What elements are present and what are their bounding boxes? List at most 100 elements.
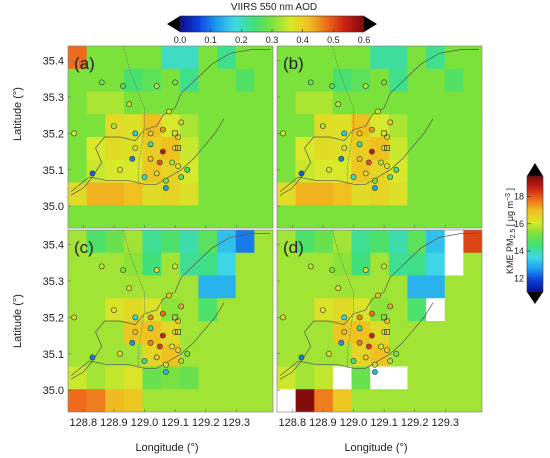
- pm-colorbar-title-subscript: 2.5: [510, 229, 517, 239]
- grid-cell: [463, 91, 482, 115]
- station-square-marker: [172, 130, 178, 137]
- station-marker: [172, 79, 178, 86]
- station-marker: [129, 339, 136, 346]
- grid-cell: [105, 182, 125, 206]
- grid-cell: [179, 205, 199, 228]
- pm-colorbar-high-arrow: [527, 163, 543, 176]
- grid-cell: [277, 252, 297, 276]
- coastline-south: [279, 302, 434, 376]
- station-marker: [175, 318, 181, 324]
- station-marker: [162, 369, 169, 375]
- station-marker: [147, 339, 154, 346]
- grid-cell: [407, 252, 427, 276]
- station-marker: [341, 328, 348, 335]
- grid-cell: [332, 182, 352, 206]
- grid-cell: [161, 46, 181, 70]
- grid-cell: [254, 68, 273, 92]
- axes: Latitude (°) Latitude (°) Longitude (°) …: [12, 87, 408, 454]
- panel-label: (d): [283, 238, 304, 257]
- grid-cell: [332, 343, 352, 367]
- pm-colorbar-tick-label: 18: [514, 191, 524, 201]
- grid-cell: [179, 114, 199, 138]
- aod-colorbar-tick-label: 0.3: [266, 35, 279, 45]
- grid-cell: [254, 91, 273, 115]
- grid-cell: [388, 68, 408, 92]
- map-panel-c: (c) 128.8 128.9 129.0 129.1 129.2 129.3 35.4 35.…: [43, 229, 274, 429]
- grid-cell: [86, 366, 106, 390]
- grid-cell: [388, 230, 408, 254]
- grid-cell: [351, 321, 371, 345]
- station-marker: [71, 130, 77, 137]
- grid-cell: [105, 205, 125, 228]
- grid-cell: [444, 343, 464, 367]
- map-grid: [277, 230, 482, 412]
- grid-cell: [235, 68, 255, 92]
- grid-cell: [407, 91, 427, 115]
- grid-cell: [254, 205, 273, 228]
- station-marker: [98, 263, 105, 270]
- grid-cell: [161, 275, 181, 299]
- grid-cell: [314, 366, 334, 390]
- grid-cell: [179, 68, 199, 92]
- station-marker: [326, 166, 332, 173]
- grid-cell: [351, 275, 371, 299]
- grid-cell: [86, 205, 106, 228]
- station-marker: [356, 155, 363, 162]
- grid-cell: [217, 91, 237, 115]
- grid-cell: [161, 68, 181, 92]
- grid-cell: [254, 137, 273, 161]
- grid-cell: [463, 298, 482, 322]
- grid-cell: [68, 275, 88, 299]
- grid-cell: [235, 389, 255, 412]
- station-marker: [111, 123, 117, 129]
- station-marker: [384, 347, 390, 353]
- grid-cell: [314, 343, 334, 367]
- aod-colorbar-tick-label: 0.5: [327, 35, 340, 45]
- grid-cell: [314, 182, 334, 206]
- grid-cell: [235, 182, 255, 206]
- pm-colorbar-title-unit: [ μg m: [505, 201, 515, 229]
- grid-cell: [105, 68, 125, 92]
- grid-cell: [142, 298, 162, 322]
- grid-cell: [198, 182, 218, 206]
- grid-cell: [179, 275, 199, 299]
- station-marker: [132, 144, 139, 151]
- grid-cell: [217, 114, 237, 138]
- y-tick-label: 35.0: [43, 385, 64, 397]
- station-marker: [153, 170, 160, 177]
- x-tick-label: 128.9: [100, 417, 128, 429]
- y-tick-label: 35.3: [43, 92, 64, 104]
- grid-cell: [254, 275, 273, 299]
- grid-cell: [463, 389, 482, 412]
- grid-cell: [295, 252, 315, 276]
- y-tick-label: 35.1: [43, 349, 64, 361]
- grid-cell: [370, 230, 390, 254]
- grid-cell: [105, 91, 125, 115]
- station-marker: [338, 339, 345, 346]
- grid-cell: [314, 389, 334, 412]
- grid-cell: [198, 230, 218, 254]
- coastline: [279, 233, 479, 380]
- x-tick-label: 129.2: [401, 417, 429, 429]
- grid-cell: [295, 205, 315, 228]
- pm-colorbar-low-arrow: [527, 292, 543, 304]
- grid-cell: [426, 252, 446, 276]
- station-marker: [178, 119, 185, 126]
- grid-cell: [68, 389, 88, 412]
- grid-cell: [123, 366, 143, 390]
- grid-cell: [179, 389, 199, 412]
- station-marker: [153, 83, 160, 89]
- grid-cell: [105, 137, 125, 161]
- grid-cell: [235, 343, 255, 367]
- grid-cell: [407, 275, 427, 299]
- pm-colorbar-title-main: KME PM: [505, 238, 515, 274]
- grid-cell: [161, 298, 181, 322]
- grid-cell: [426, 68, 446, 92]
- station-marker: [350, 358, 357, 364]
- grid-cell: [254, 366, 273, 390]
- grid-cell: [254, 252, 273, 276]
- grid-cell: [407, 114, 427, 138]
- grid-cell: [463, 230, 482, 254]
- y-tick-label: 35.2: [43, 312, 64, 324]
- station-marker: [147, 141, 154, 148]
